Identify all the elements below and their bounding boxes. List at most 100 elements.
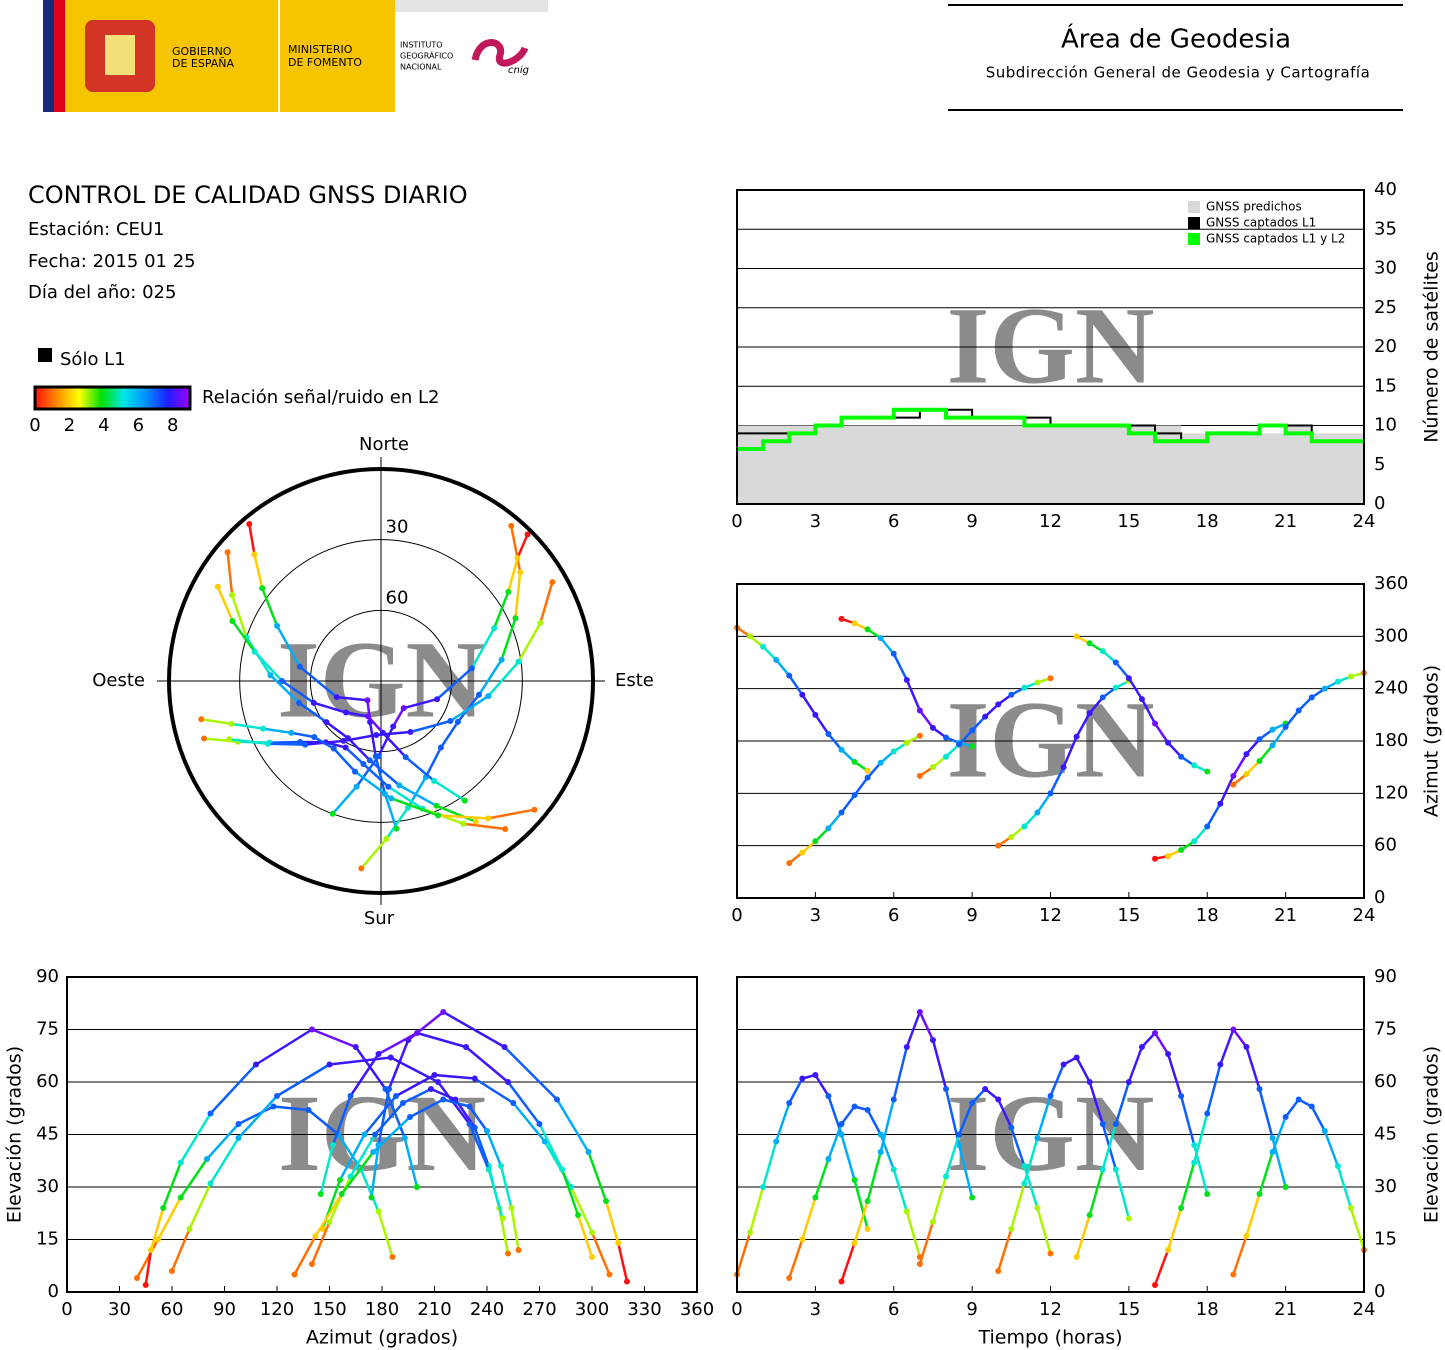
- track-segment: [905, 1211, 922, 1258]
- track-point: [1008, 1124, 1015, 1131]
- track-segment: [1336, 1165, 1353, 1209]
- track-segment: [374, 755, 387, 795]
- track-point: [471, 1124, 478, 1131]
- track-point: [851, 792, 858, 799]
- track-point: [786, 1275, 793, 1281]
- track-segment: [349, 1053, 380, 1097]
- track-segment: [866, 1109, 882, 1136]
- track-point: [1204, 768, 1211, 775]
- track-segment: [293, 1235, 317, 1276]
- track-segment: [253, 651, 283, 682]
- track-point: [375, 753, 382, 760]
- plot-frame: [736, 976, 1365, 1293]
- track-point: [390, 723, 397, 730]
- track-point: [838, 809, 845, 816]
- track-segment: [281, 679, 315, 704]
- track-point: [1165, 853, 1172, 860]
- legend-label: GNSS captados L1 y L2: [1206, 232, 1345, 246]
- track-segment: [853, 1200, 869, 1244]
- track-point: [475, 691, 482, 698]
- track-segment: [385, 807, 409, 840]
- track-segment: [569, 1186, 594, 1234]
- track-segment: [310, 1221, 331, 1265]
- track-point: [279, 678, 286, 684]
- track-segment: [313, 701, 347, 714]
- track-point: [943, 1173, 949, 1180]
- x-tick-label: 24: [1353, 905, 1376, 926]
- x-tick-label: 21: [1274, 905, 1297, 926]
- track-point: [747, 1229, 754, 1236]
- track-segment: [359, 1169, 380, 1212]
- colorbar-tick-label: 6: [133, 415, 144, 436]
- track-point: [440, 1009, 447, 1015]
- track-point: [1073, 1054, 1080, 1061]
- x-tick-label: 9: [966, 1299, 977, 1320]
- track-point: [1021, 684, 1028, 691]
- track-segment: [355, 755, 380, 788]
- y-tick-label: 15: [36, 1229, 59, 1250]
- track-segment: [410, 719, 451, 734]
- track-point: [1295, 1096, 1302, 1103]
- track-segment: [424, 746, 443, 778]
- y-tick-label: 75: [36, 1019, 59, 1040]
- track-segment: [347, 737, 371, 762]
- track-segment: [1258, 744, 1274, 762]
- track-segment: [398, 784, 438, 807]
- track-point: [389, 1254, 396, 1260]
- track-segment: [879, 637, 895, 655]
- track-segment: [892, 1169, 909, 1212]
- track-point: [1152, 1282, 1158, 1288]
- x-tick-label: 3: [810, 511, 821, 532]
- track-segment: [1232, 1235, 1248, 1275]
- y-axis-label: Azimut (grados): [1421, 665, 1443, 817]
- track-point: [267, 672, 274, 679]
- track-point: [253, 1061, 259, 1068]
- ministerio-line: DE FOMENTO: [288, 56, 362, 69]
- track-point: [502, 825, 509, 832]
- track-segment: [1167, 741, 1183, 758]
- track-point: [160, 1205, 167, 1211]
- track-segment: [336, 695, 368, 702]
- track-segment: [404, 756, 435, 782]
- track-segment: [319, 1144, 335, 1195]
- y-axis-label: Elevación (grados): [4, 1046, 26, 1223]
- track-segment: [269, 674, 300, 704]
- track-point: [624, 1278, 630, 1285]
- track-segment: [349, 1133, 377, 1178]
- y-tick-label: 60: [36, 1071, 59, 1092]
- track-segment: [1284, 1098, 1300, 1118]
- track-segment: [253, 554, 264, 589]
- ministerio-line: MINISTERIO: [288, 43, 353, 56]
- gobierno-line: GOBIERNO: [172, 45, 232, 58]
- track-segment: [377, 1211, 394, 1258]
- x-tick-label: 15: [1117, 905, 1140, 926]
- track-segment: [499, 1165, 513, 1209]
- track-point: [342, 744, 349, 751]
- track-segment: [788, 674, 804, 696]
- track-point: [1152, 1030, 1158, 1036]
- track-point: [603, 1198, 609, 1204]
- track-point: [226, 736, 233, 743]
- track-point: [508, 522, 515, 529]
- track-point: [296, 699, 303, 706]
- y-tick-label: 0: [48, 1281, 59, 1302]
- track-segment: [135, 1238, 160, 1279]
- track-point: [434, 696, 441, 703]
- track-point: [466, 1121, 473, 1127]
- track-segment: [775, 659, 791, 677]
- track-point: [877, 1131, 884, 1138]
- track-segment: [237, 1105, 275, 1126]
- track-segment: [492, 591, 510, 629]
- x-tick-label: 12: [1039, 905, 1062, 926]
- track-point: [471, 1075, 478, 1082]
- track-segment: [762, 645, 778, 661]
- track-segment: [331, 785, 358, 815]
- x-tick-label: 15: [1117, 511, 1140, 532]
- track-point: [1204, 823, 1211, 830]
- sky-border: [167, 467, 595, 895]
- track-segment: [827, 1123, 843, 1160]
- track-point: [877, 1149, 884, 1155]
- track-point: [435, 812, 442, 819]
- track-point: [851, 1103, 858, 1110]
- track-point: [270, 1103, 277, 1110]
